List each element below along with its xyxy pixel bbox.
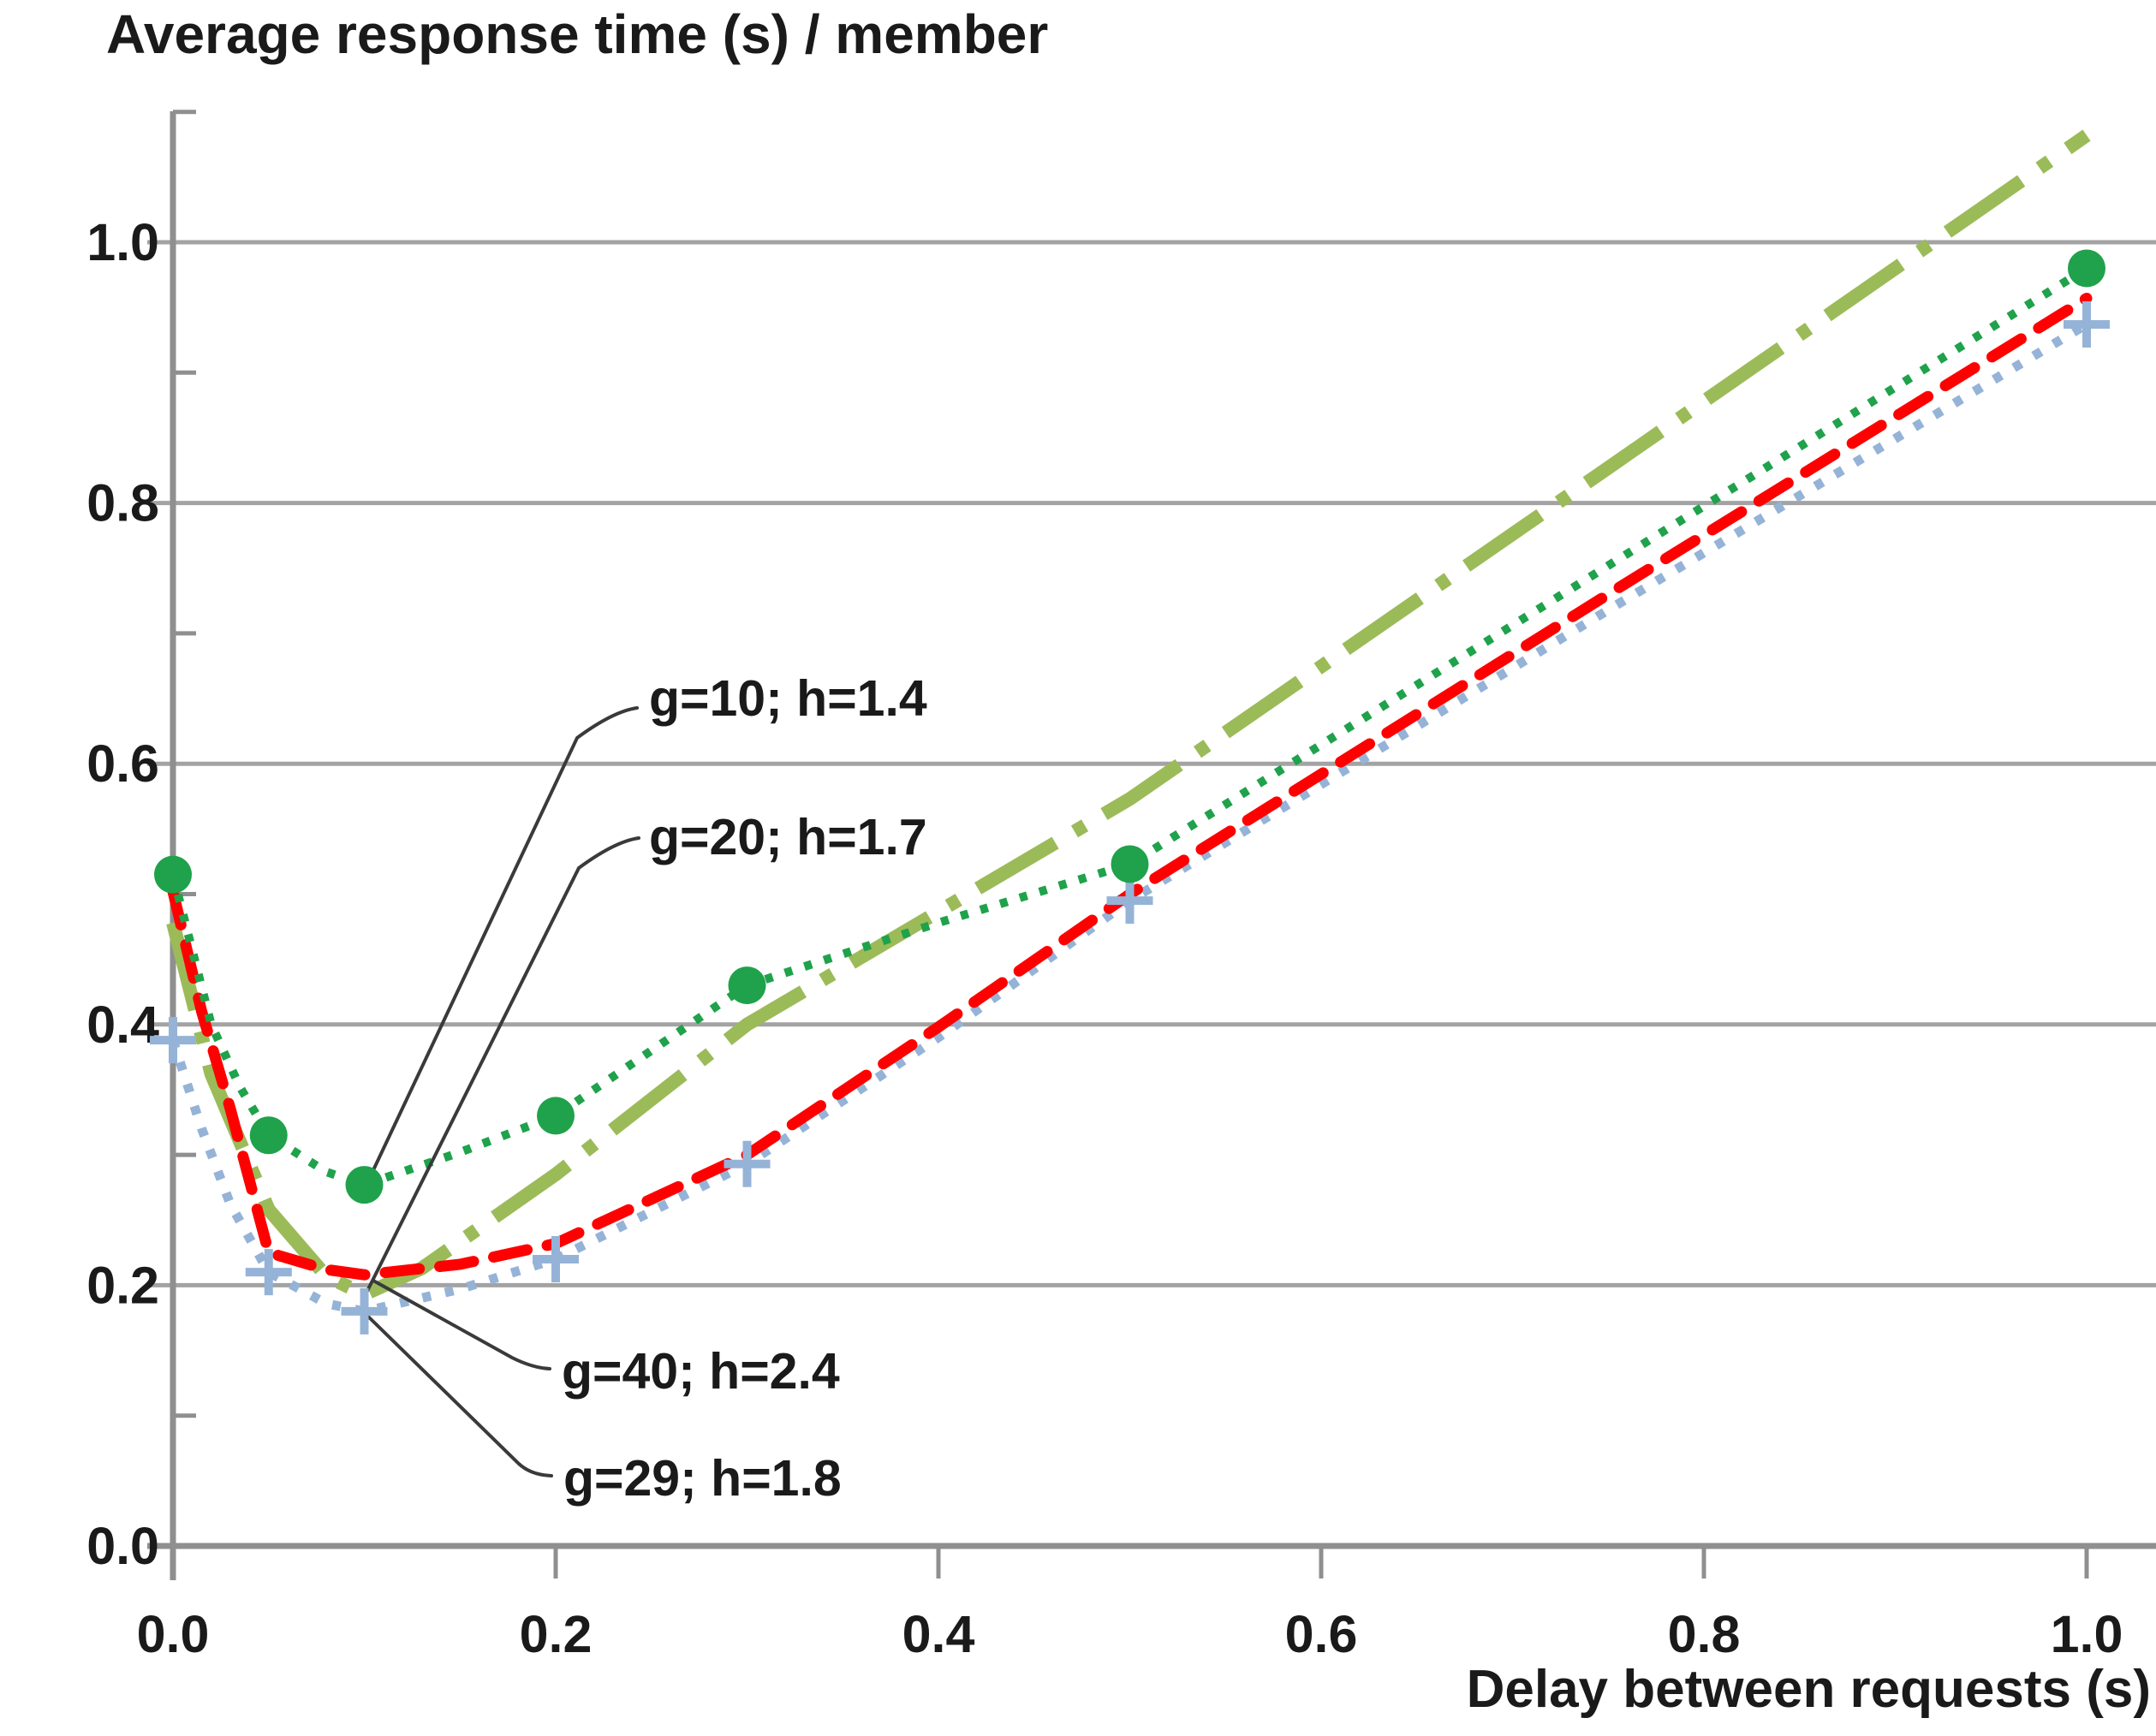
- x-tick-label: 1.0: [2051, 1605, 2123, 1663]
- y-tick-label: 0.0: [86, 1517, 159, 1575]
- circle-marker: [537, 1097, 575, 1135]
- circle-marker: [728, 966, 766, 1005]
- annotation-label: g=20; h=1.7: [649, 809, 927, 865]
- x-tick-label: 0.2: [520, 1605, 593, 1663]
- circle-marker: [1111, 845, 1149, 883]
- y-tick-label: 0.4: [86, 996, 159, 1054]
- x-tick-label: 0.4: [902, 1605, 975, 1663]
- x-tick-label: 0.6: [1285, 1605, 1358, 1663]
- x-axis-title: Delay between requests (s): [1467, 1660, 2151, 1719]
- circle-marker: [154, 855, 192, 894]
- circle-marker: [2068, 249, 2105, 288]
- annotation-label: g=10; h=1.4: [649, 670, 927, 727]
- y-tick-label: 0.6: [86, 734, 159, 793]
- x-tick-label: 0.8: [1668, 1605, 1741, 1663]
- annotation-leader: [364, 706, 639, 1188]
- annotation-label: g=29; h=1.8: [563, 1450, 842, 1507]
- series-line: [166, 129, 2091, 1302]
- y-tick-label: 0.8: [86, 474, 159, 532]
- series-line: [168, 320, 2089, 1317]
- circle-marker: [249, 1116, 288, 1155]
- annotation-leader: [372, 1279, 551, 1370]
- chart-title: Average response time (s) / member: [106, 3, 1048, 65]
- annotation-leader: [364, 836, 640, 1296]
- x-tick-label: 0.0: [137, 1605, 210, 1663]
- series-line: [169, 265, 2089, 1190]
- annotation-label: g=40; h=2.4: [562, 1343, 840, 1400]
- annotation-leader: [365, 1313, 553, 1477]
- circle-marker: [345, 1166, 384, 1204]
- y-tick-label: 0.2: [86, 1256, 159, 1314]
- y-tick-label: 1.0: [86, 213, 159, 271]
